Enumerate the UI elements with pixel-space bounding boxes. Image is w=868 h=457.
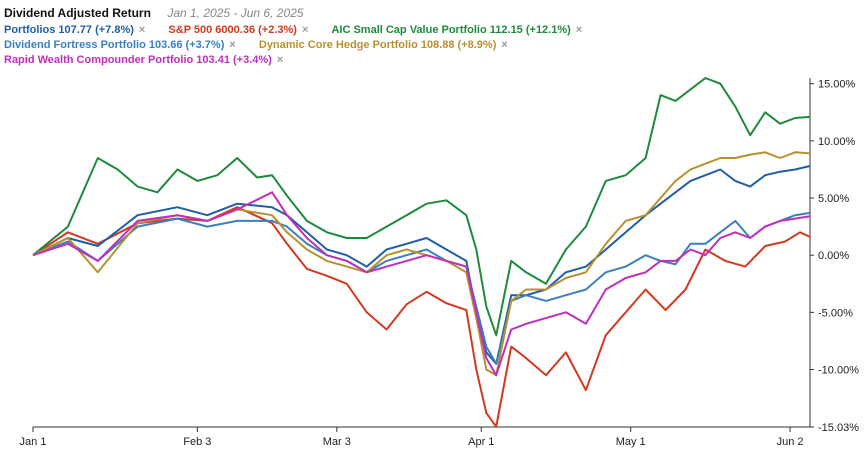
series-line-rapid-wealth-compounder-portfolio[interactable] bbox=[32, 191, 811, 377]
series-line-aic-small-cap-value-portfolio[interactable] bbox=[32, 77, 811, 337]
x-tick-label: Mar 3 bbox=[323, 436, 351, 448]
x-tick-label: Apr 1 bbox=[468, 436, 494, 448]
legend-label: Dynamic Core Hedge Portfolio 108.88 (+8.… bbox=[258, 39, 497, 51]
legend-item: AIC Small Cap Value Portfolio 112.15 (+1… bbox=[331, 23, 582, 38]
series-line-portfolios[interactable] bbox=[32, 165, 811, 365]
remove-series-icon[interactable]: × bbox=[301, 24, 309, 36]
series-line-dynamic-core-hedge-portfolio[interactable] bbox=[32, 151, 811, 377]
legend-label: Rapid Wealth Compounder Portfolio 103.41… bbox=[4, 54, 272, 66]
legend-row: Dividend Fortress Portfolio 103.66 (+3.7… bbox=[4, 38, 654, 53]
remove-series-icon[interactable]: × bbox=[229, 39, 236, 51]
legend-row: Rapid Wealth Compounder Portfolio 103.41… bbox=[4, 53, 654, 68]
y-tick-label: 5.00% bbox=[818, 193, 849, 205]
y-tick-label: -15.03% bbox=[818, 422, 859, 434]
legend-item: Dividend Fortress Portfolio 103.66 (+3.7… bbox=[4, 38, 236, 53]
remove-series-icon[interactable]: × bbox=[501, 39, 508, 51]
series-line-dividend-fortress-portfolio[interactable] bbox=[32, 211, 811, 365]
x-tick-label: May 1 bbox=[616, 436, 646, 448]
chart-title: Dividend Adjusted Return bbox=[4, 6, 151, 20]
chart-header: Dividend Adjusted Return Jan 1, 2025 - J… bbox=[4, 4, 303, 22]
y-axis-ticks: 15.00% 10.00% 5.00% 0.00% -5.00% -10.00% -15.0… bbox=[810, 79, 859, 434]
legend-item: S&P 500 6000.36 (+2.3%) × bbox=[168, 23, 308, 38]
series-lines bbox=[32, 77, 811, 428]
remove-series-icon[interactable]: × bbox=[575, 24, 583, 36]
legend-item: Rapid Wealth Compounder Portfolio 103.41… bbox=[4, 53, 283, 68]
legend-label: Dividend Fortress Portfolio 103.66 (+3.7… bbox=[4, 39, 225, 51]
legend-item: Portfolios 107.77 (+7.8%) × bbox=[4, 23, 145, 38]
date-range: Jan 1, 2025 - Jun 6, 2025 bbox=[167, 6, 304, 20]
legend: Portfolios 107.77 (+7.8%) × S&P 500 6000.… bbox=[4, 23, 654, 68]
x-tick-label: Jun 2 bbox=[777, 436, 804, 448]
legend-label: S&P 500 6000.36 (+2.3%) bbox=[168, 24, 297, 36]
remove-series-icon[interactable]: × bbox=[138, 24, 146, 36]
y-tick-label: -10.00% bbox=[818, 365, 859, 377]
legend-item: Dynamic Core Hedge Portfolio 108.88 (+8.… bbox=[259, 38, 508, 53]
legend-row: Portfolios 107.77 (+7.8%) × S&P 500 6000.… bbox=[4, 23, 654, 38]
x-tick-label: Jan 1 bbox=[20, 436, 47, 448]
y-tick-label: 10.00% bbox=[818, 136, 856, 148]
remove-series-icon[interactable]: × bbox=[276, 54, 284, 66]
x-tick-label: Feb 3 bbox=[183, 436, 211, 448]
x-axis-ticks: Jan 1 Feb 3 Mar 3 Apr 1 May 1 Jun 2 bbox=[20, 427, 804, 448]
legend-label: Portfolios 107.77 (+7.8%) bbox=[4, 24, 134, 36]
y-tick-label: 0.00% bbox=[818, 250, 849, 262]
chart-axes bbox=[33, 78, 811, 428]
y-tick-label: -5.00% bbox=[818, 307, 853, 319]
legend-label: AIC Small Cap Value Portfolio 112.15 (+1… bbox=[331, 24, 571, 36]
y-tick-label: 15.00% bbox=[818, 79, 856, 91]
